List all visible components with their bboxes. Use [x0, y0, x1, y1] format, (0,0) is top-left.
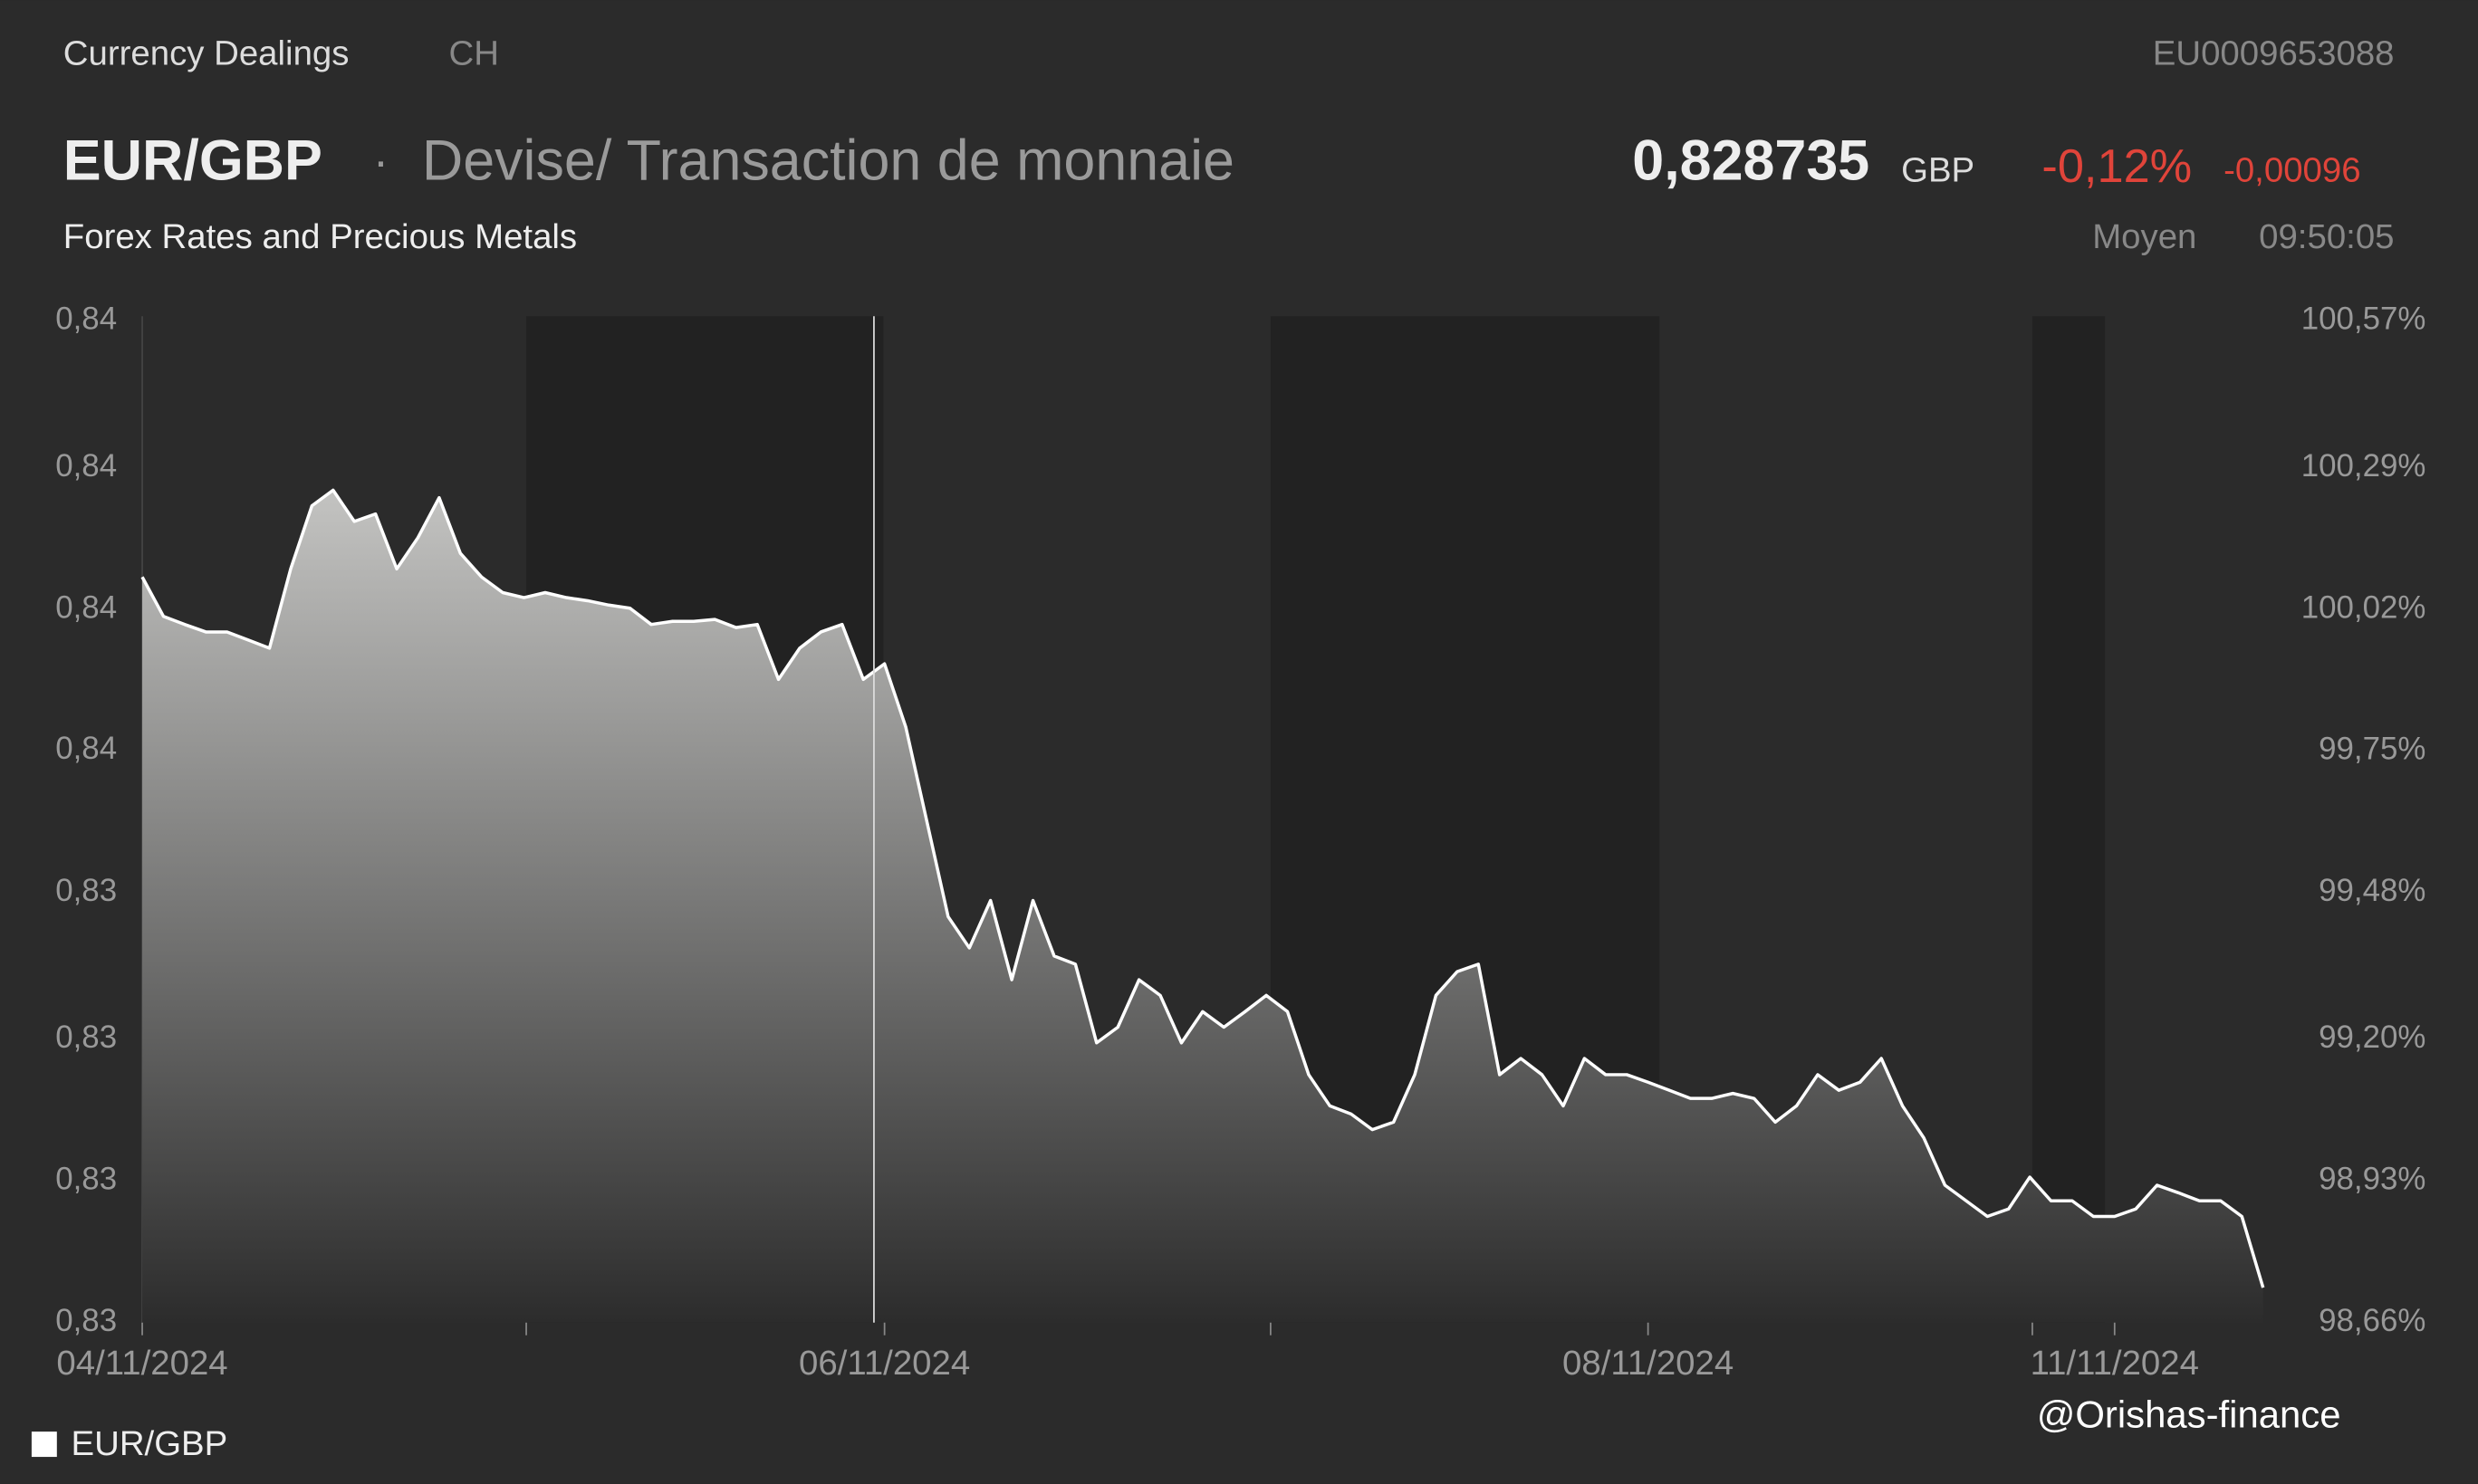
category: Forex Rates and Precious Metals: [63, 217, 577, 256]
x-tick-label: 06/11/2024: [799, 1344, 970, 1383]
isin: EU0009653088: [2153, 34, 2395, 72]
y2-tick-label: 99,20%: [2319, 1020, 2425, 1055]
price: 0,828735: [1632, 129, 1869, 192]
currency: GBP: [1901, 151, 1974, 190]
y-tick-label: 0,83: [55, 873, 117, 908]
legend-label: EUR/GBP: [72, 1424, 228, 1463]
line: [140, 488, 2265, 1288]
area-fill: [142, 490, 2263, 1323]
y-tick-label: 0,83: [55, 1161, 117, 1196]
section: Currency Dealings: [63, 34, 350, 72]
y2-tick-label: 100,29%: [2301, 448, 2426, 483]
watermark: @Orishas-finance: [2037, 1393, 2341, 1436]
description: Devise/ Transaction de monnaie: [422, 129, 1234, 192]
y-tick-label: 0,84: [55, 448, 117, 483]
x-tick-label: 08/11/2024: [1562, 1344, 1734, 1383]
y2-tick-label: 99,48%: [2319, 873, 2425, 908]
time: 09:50:05: [2259, 217, 2394, 256]
y-tick-label: 0,83: [55, 1020, 117, 1055]
y-tick-label: 0,84: [55, 731, 117, 766]
symbol: EUR/GBP: [63, 129, 322, 192]
y-tick-label: 0,84: [55, 302, 117, 337]
y-tick-label: 0,84: [55, 589, 117, 625]
price-type: Moyen: [2092, 217, 2196, 256]
y2-tick-label: 99,75%: [2319, 732, 2425, 767]
x-tick-label: 04/11/2024: [56, 1344, 227, 1383]
y2-tick-label: 98,66%: [2319, 1303, 2425, 1338]
y2-tick-label: 98,93%: [2319, 1162, 2425, 1197]
separator: ·: [373, 136, 389, 188]
plot: [140, 488, 2265, 1323]
session-band: [2031, 316, 2106, 1323]
change-abs: -0,00096: [2223, 151, 2361, 190]
change-pct: -0,12%: [2041, 140, 2192, 193]
legend-swatch: [31, 1431, 57, 1458]
x-tick-label: 11/11/2024: [2031, 1344, 2199, 1383]
y2-tick-label: 100,02%: [2301, 589, 2426, 625]
y-tick-label: 0,83: [55, 1303, 117, 1338]
y2-tick-label: 100,57%: [2301, 302, 2426, 337]
country: CH: [449, 34, 499, 72]
